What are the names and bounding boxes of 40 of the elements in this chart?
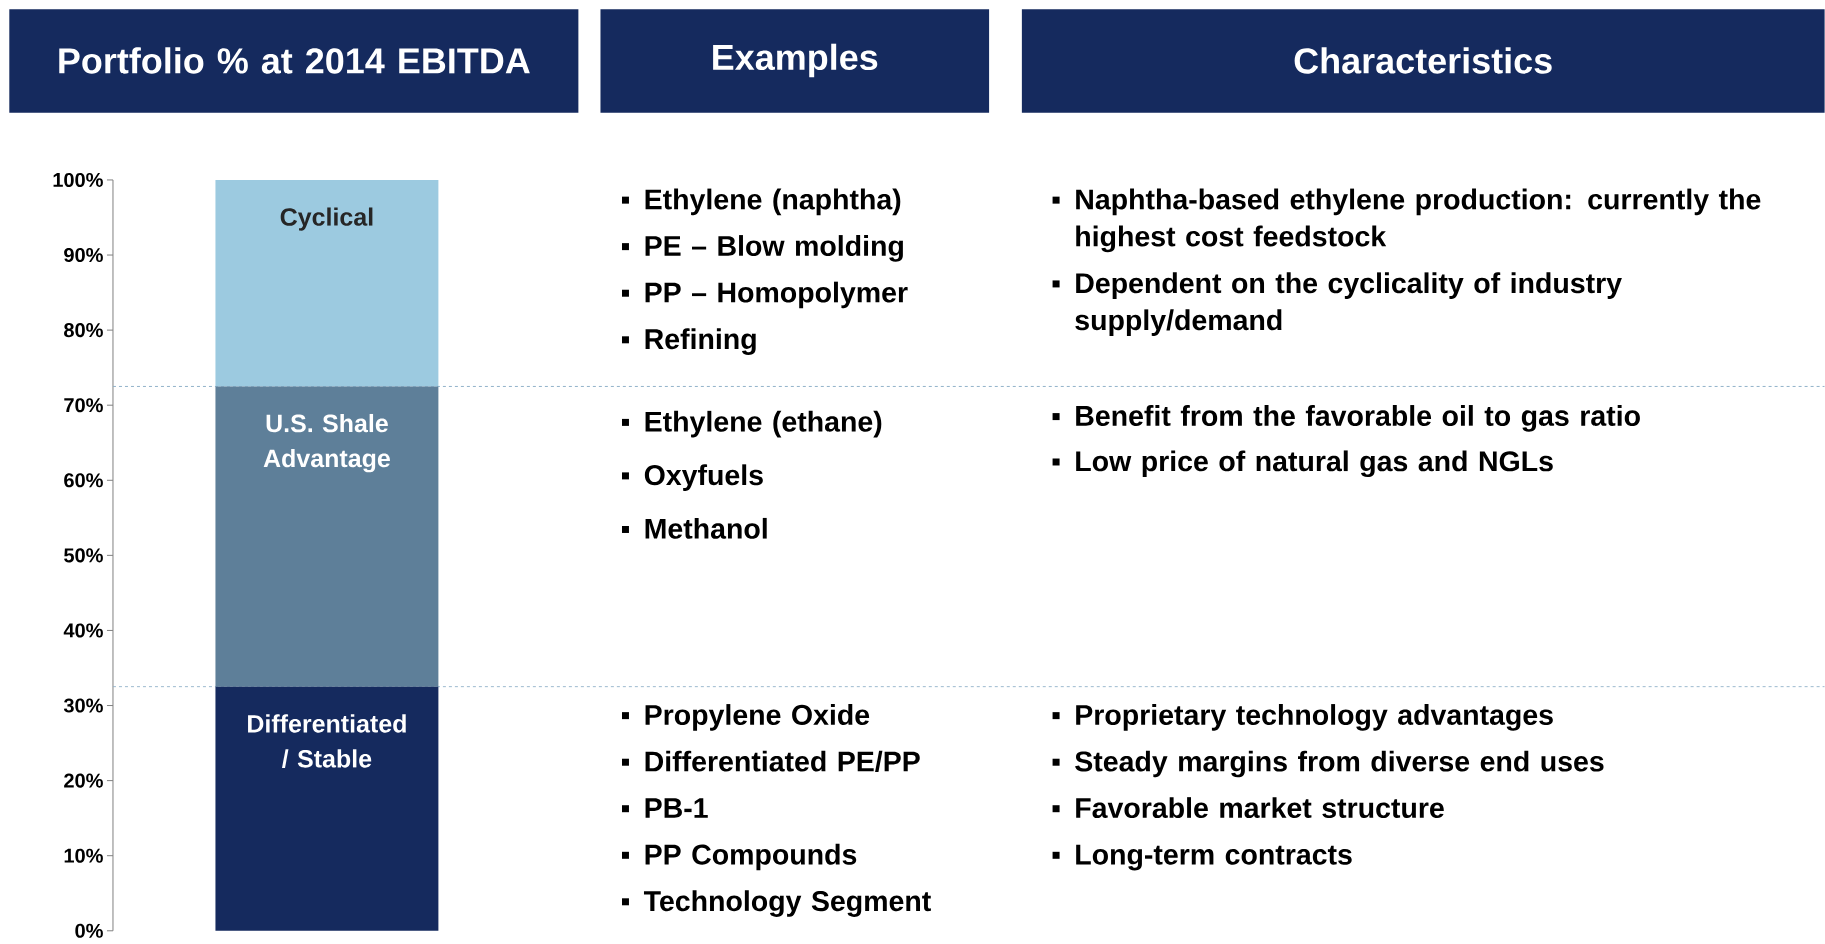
y-tick-label: 80% xyxy=(64,323,103,338)
annotation: Technology Segment xyxy=(643,890,931,918)
y-tick-label: 20% xyxy=(64,773,103,788)
y-tick-label: 0% xyxy=(75,923,103,938)
chart-title: Portfolio % at 2014 EBITDA xyxy=(59,47,530,74)
text: Low price of natural gas and NGLs xyxy=(1076,450,1553,478)
bar xyxy=(215,686,439,931)
y-tick-label: 90% xyxy=(64,248,103,263)
y-tick-label: 100% xyxy=(53,172,103,188)
text: Favorable market structure xyxy=(1076,797,1444,819)
text: Benefit from the favorable oil to gas ratio xyxy=(1076,405,1640,432)
y-tick-label: 30% xyxy=(63,698,103,713)
annotation: PP – Homopolymer xyxy=(645,281,908,309)
text: Steady margins from diverse end uses xyxy=(1075,750,1604,778)
text: Long-term contracts xyxy=(1076,844,1352,871)
annotation: Methanol xyxy=(645,518,767,539)
annotation: PB-1 xyxy=(645,798,708,818)
text: Examples xyxy=(713,43,878,78)
y-tick-label: 70% xyxy=(64,398,103,413)
series-label: U.S. Shale Advantage xyxy=(263,414,390,473)
bar xyxy=(215,386,439,687)
annotation: PP Compounds xyxy=(645,843,857,871)
y-tick-label: 50% xyxy=(64,548,103,563)
annotation: Propylene Oxide xyxy=(645,704,870,731)
annotation: Differentiated PE/PP xyxy=(645,750,920,772)
annotation: Ethylene (ethane) xyxy=(645,410,882,438)
text: Dependent on the cyclicality of industry supply/demand xyxy=(1075,272,1622,337)
bar xyxy=(215,180,439,387)
y-tick-label: 60% xyxy=(64,473,103,488)
annotation: PE – Blow molding xyxy=(645,235,903,262)
text: Characteristics xyxy=(1294,47,1552,74)
annotation: Ethylene (naphtha) xyxy=(645,188,901,216)
series-label: Cyclical xyxy=(280,207,373,231)
series-label: Differentiated / Stable xyxy=(248,714,406,768)
y-tick-label: 40% xyxy=(63,623,103,638)
y-tick-label: 10% xyxy=(64,848,103,863)
text: Proprietary technology advantages xyxy=(1076,704,1553,731)
annotation: Oxyfuels xyxy=(644,464,763,491)
text: Naphtha-based ethylene production: currently the highest cost feedstock xyxy=(1076,188,1761,253)
annotation: Refining xyxy=(645,328,756,356)
